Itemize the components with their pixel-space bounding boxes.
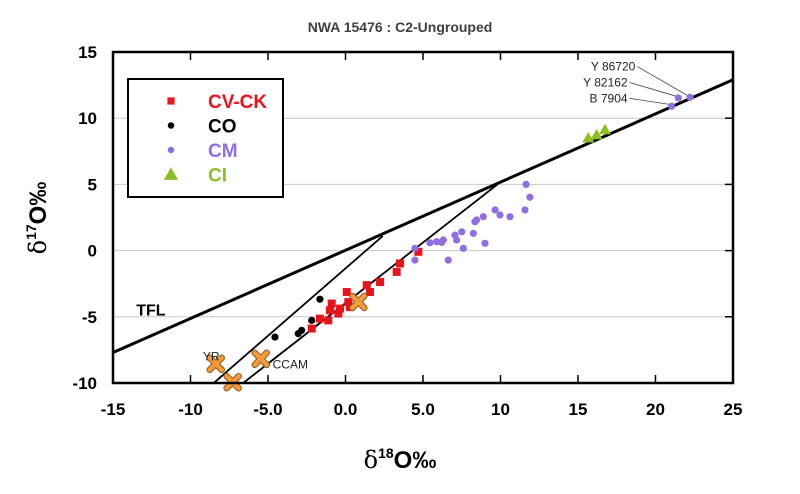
point-cv-ck [376,277,385,286]
legend: CV-CK CO CM CI [127,78,284,198]
y-tick-label: 5 [88,175,97,194]
y-tick-label: -10 [72,374,97,393]
x-axis-label: δ18O‰ [364,445,437,474]
y-tick-label: 15 [78,43,97,62]
annotation-label: Y 86720 [591,60,636,74]
point-cv-ck [336,304,345,313]
tfl-line [112,78,734,354]
x-tick-label: 25 [724,400,743,419]
x-tick-label: 10 [491,400,510,419]
point-cv-ck [362,281,371,290]
point-cm [668,102,676,110]
legend-marker [163,167,179,180]
point-cm [496,211,504,219]
annotation-label: YR [203,349,220,363]
point-cv-ck [342,288,351,297]
leader-line [629,82,676,97]
point-cv-ck [334,309,343,318]
cross-fill [207,355,225,373]
point-cv-ck [327,299,336,308]
x-label-delta: δ [364,446,378,474]
legend-box [127,78,284,198]
y-axis-label: δ17O‰ [23,182,52,255]
y-label-rest: O‰ [25,182,52,225]
point-cm [686,93,694,101]
x-tick-label: -15 [101,400,126,419]
legend-label: CV-CK [208,92,267,113]
leader-line [637,66,688,96]
point-cv-ck [307,324,316,333]
point-cm [481,239,489,247]
point-cm [453,236,461,244]
point-cm [526,193,534,201]
point-cv-ck [344,298,353,307]
y-label-sup: 17 [23,224,39,240]
point-ci [590,128,603,140]
cross-fill [252,350,269,368]
point-cm [439,236,447,244]
tfl-label: TFL [136,302,166,319]
legend-label: CO [208,117,237,138]
point-cm [479,213,487,221]
leader-line [629,97,669,105]
point-cm [444,256,452,264]
point-cm [459,244,467,252]
point-cv-ck [365,288,374,297]
x-tick-label: 5.0 [411,400,435,419]
legend-marker [167,146,175,154]
x-label-rest: O‰ [394,447,437,474]
point-reference [349,292,368,312]
x-tick-label: 0.0 [334,400,358,419]
cross-fill [350,293,367,311]
point-co [271,333,279,341]
annotation-label: CCAM [273,357,308,371]
legend-label: CI [208,166,227,187]
point-cm [469,229,477,237]
point-cm [473,216,481,224]
point-cv-ck [324,316,333,325]
mixing-line [213,235,384,384]
legend-marker [167,122,175,129]
x-tick-label: 20 [646,400,665,419]
point-ci [582,132,595,143]
y-label-delta: δ [24,240,52,254]
point-reference [206,354,226,374]
point-co [308,316,316,324]
legend-label: CM [208,141,238,162]
point-cm [458,228,466,236]
point-cm [521,206,529,214]
point-co [298,326,306,334]
legend-marker [167,97,175,105]
annotation-label: B 7904 [590,91,628,105]
x-label-sup: 18 [378,445,394,461]
point-cm [411,244,419,252]
data-points [206,93,694,392]
x-tick-label: -5.0 [253,400,282,419]
point-cv-ck [414,247,423,256]
y-tick-label: 0 [88,242,97,261]
annotation-label: Y 82162 [583,75,628,89]
chart-title: NWA 15476 : C2-Ungrouped [308,19,493,35]
point-co [316,295,324,303]
point-reference [251,349,270,369]
point-cm [674,94,682,102]
point-cv-ck [392,267,401,276]
point-cv-ck [326,306,334,315]
point-cm [491,206,499,214]
y-tick-label: -5 [82,308,97,327]
x-tick-label: 15 [569,400,588,419]
point-cv-ck [315,314,324,323]
y-tick-label: 10 [78,109,97,128]
point-ci [598,123,611,135]
point-cm [506,213,514,221]
point-cv-ck [396,259,405,268]
x-tick-label: -10 [178,400,203,419]
point-cm [522,180,530,188]
point-cm [411,256,419,264]
point-cm [426,239,434,247]
